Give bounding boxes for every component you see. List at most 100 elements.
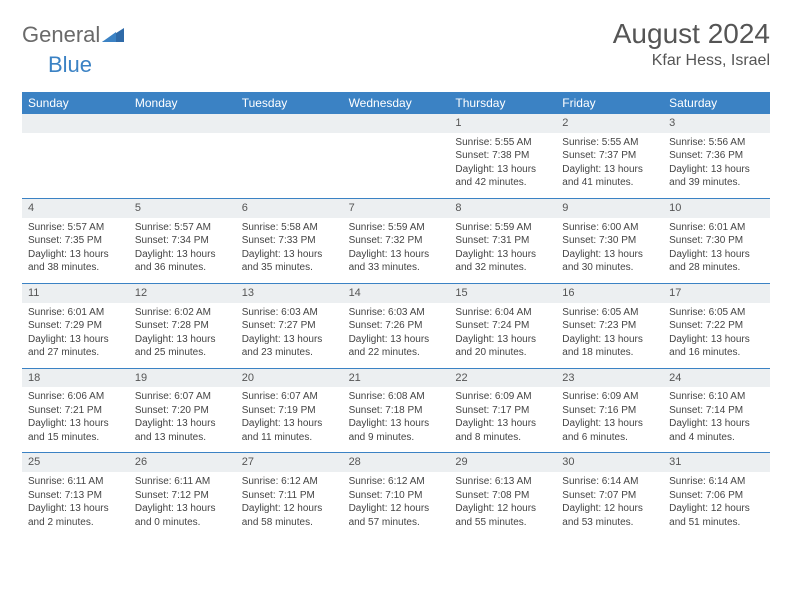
day-number: 25 — [22, 453, 129, 472]
day-cell: 14Sunrise: 6:03 AMSunset: 7:26 PMDayligh… — [343, 284, 450, 368]
day-detail-line: Sunset: 7:13 PM — [28, 489, 123, 503]
day-number: 17 — [663, 284, 770, 303]
location-label: Kfar Hess, Israel — [613, 52, 770, 70]
day-number: 28 — [343, 453, 450, 472]
day-cell — [343, 114, 450, 198]
day-detail-line: Sunset: 7:36 PM — [669, 149, 764, 163]
day-number: 31 — [663, 453, 770, 472]
day-detail-line: Daylight: 12 hours and 53 minutes. — [562, 502, 657, 529]
day-detail-line: Daylight: 13 hours and 36 minutes. — [135, 248, 230, 275]
day-cell: 11Sunrise: 6:01 AMSunset: 7:29 PMDayligh… — [22, 284, 129, 368]
day-detail-line: Daylight: 12 hours and 57 minutes. — [349, 502, 444, 529]
day-number: 11 — [22, 284, 129, 303]
day-detail-line: Daylight: 13 hours and 42 minutes. — [455, 163, 550, 190]
day-detail-line: Sunrise: 5:58 AM — [242, 221, 337, 235]
day-cell: 30Sunrise: 6:14 AMSunset: 7:07 PMDayligh… — [556, 453, 663, 537]
day-detail-line: Daylight: 13 hours and 9 minutes. — [349, 417, 444, 444]
day-number — [343, 114, 450, 133]
day-detail-line: Sunrise: 6:12 AM — [242, 475, 337, 489]
day-body: Sunrise: 6:06 AMSunset: 7:21 PMDaylight:… — [22, 387, 129, 452]
day-number: 3 — [663, 114, 770, 133]
day-detail-line: Sunset: 7:06 PM — [669, 489, 764, 503]
day-detail-line: Sunrise: 6:07 AM — [135, 390, 230, 404]
day-number: 20 — [236, 369, 343, 388]
day-body — [22, 133, 129, 191]
day-cell: 13Sunrise: 6:03 AMSunset: 7:27 PMDayligh… — [236, 284, 343, 368]
day-detail-line: Sunset: 7:08 PM — [455, 489, 550, 503]
day-detail-line: Sunrise: 6:05 AM — [669, 306, 764, 320]
day-detail-line: Sunset: 7:31 PM — [455, 234, 550, 248]
day-detail-line: Daylight: 13 hours and 15 minutes. — [28, 417, 123, 444]
day-detail-line: Sunrise: 6:14 AM — [562, 475, 657, 489]
day-cell: 20Sunrise: 6:07 AMSunset: 7:19 PMDayligh… — [236, 369, 343, 453]
day-detail-line: Sunrise: 6:01 AM — [669, 221, 764, 235]
weekday-cell: Thursday — [449, 92, 556, 114]
day-cell: 9Sunrise: 6:00 AMSunset: 7:30 PMDaylight… — [556, 199, 663, 283]
day-number: 6 — [236, 199, 343, 218]
day-number: 5 — [129, 199, 236, 218]
day-cell: 28Sunrise: 6:12 AMSunset: 7:10 PMDayligh… — [343, 453, 450, 537]
day-detail-line: Sunset: 7:24 PM — [455, 319, 550, 333]
day-body: Sunrise: 6:13 AMSunset: 7:08 PMDaylight:… — [449, 472, 556, 537]
day-detail-line: Sunrise: 6:01 AM — [28, 306, 123, 320]
day-body: Sunrise: 6:03 AMSunset: 7:27 PMDaylight:… — [236, 303, 343, 368]
day-detail-line: Daylight: 13 hours and 8 minutes. — [455, 417, 550, 444]
day-detail-line: Sunrise: 6:14 AM — [669, 475, 764, 489]
day-detail-line: Sunrise: 5:55 AM — [562, 136, 657, 150]
day-number: 19 — [129, 369, 236, 388]
day-detail-line: Sunrise: 6:05 AM — [562, 306, 657, 320]
day-cell: 18Sunrise: 6:06 AMSunset: 7:21 PMDayligh… — [22, 369, 129, 453]
day-number: 18 — [22, 369, 129, 388]
brand-logo: General — [22, 22, 124, 48]
weekday-cell: Friday — [556, 92, 663, 114]
day-cell: 7Sunrise: 5:59 AMSunset: 7:32 PMDaylight… — [343, 199, 450, 283]
day-body: Sunrise: 5:56 AMSunset: 7:36 PMDaylight:… — [663, 133, 770, 198]
day-detail-line: Sunrise: 5:59 AM — [455, 221, 550, 235]
day-detail-line: Daylight: 13 hours and 33 minutes. — [349, 248, 444, 275]
day-cell: 5Sunrise: 5:57 AMSunset: 7:34 PMDaylight… — [129, 199, 236, 283]
day-cell: 26Sunrise: 6:11 AMSunset: 7:12 PMDayligh… — [129, 453, 236, 537]
day-detail-line: Sunset: 7:19 PM — [242, 404, 337, 418]
day-detail-line: Sunset: 7:11 PM — [242, 489, 337, 503]
brand-triangle-icon — [102, 22, 124, 48]
day-cell: 17Sunrise: 6:05 AMSunset: 7:22 PMDayligh… — [663, 284, 770, 368]
day-number: 8 — [449, 199, 556, 218]
day-number — [236, 114, 343, 133]
day-number: 23 — [556, 369, 663, 388]
day-detail-line: Sunset: 7:37 PM — [562, 149, 657, 163]
day-cell: 27Sunrise: 6:12 AMSunset: 7:11 PMDayligh… — [236, 453, 343, 537]
day-body: Sunrise: 6:04 AMSunset: 7:24 PMDaylight:… — [449, 303, 556, 368]
day-detail-line: Sunrise: 5:55 AM — [455, 136, 550, 150]
day-body: Sunrise: 5:57 AMSunset: 7:34 PMDaylight:… — [129, 218, 236, 283]
day-detail-line: Sunset: 7:30 PM — [669, 234, 764, 248]
day-body: Sunrise: 6:12 AMSunset: 7:11 PMDaylight:… — [236, 472, 343, 537]
week-row: 11Sunrise: 6:01 AMSunset: 7:29 PMDayligh… — [22, 284, 770, 369]
day-detail-line: Daylight: 13 hours and 30 minutes. — [562, 248, 657, 275]
day-detail-line: Sunset: 7:35 PM — [28, 234, 123, 248]
day-cell: 4Sunrise: 5:57 AMSunset: 7:35 PMDaylight… — [22, 199, 129, 283]
week-row: 4Sunrise: 5:57 AMSunset: 7:35 PMDaylight… — [22, 199, 770, 284]
day-detail-line: Daylight: 13 hours and 18 minutes. — [562, 333, 657, 360]
weekday-cell: Sunday — [22, 92, 129, 114]
day-detail-line: Sunset: 7:12 PM — [135, 489, 230, 503]
weeks-container: 1Sunrise: 5:55 AMSunset: 7:38 PMDaylight… — [22, 114, 770, 537]
day-number: 7 — [343, 199, 450, 218]
day-cell: 6Sunrise: 5:58 AMSunset: 7:33 PMDaylight… — [236, 199, 343, 283]
day-detail-line: Daylight: 13 hours and 38 minutes. — [28, 248, 123, 275]
day-cell: 25Sunrise: 6:11 AMSunset: 7:13 PMDayligh… — [22, 453, 129, 537]
day-detail-line: Sunset: 7:30 PM — [562, 234, 657, 248]
day-detail-line: Sunset: 7:26 PM — [349, 319, 444, 333]
day-number: 9 — [556, 199, 663, 218]
day-detail-line: Sunset: 7:23 PM — [562, 319, 657, 333]
day-detail-line: Sunrise: 5:57 AM — [135, 221, 230, 235]
day-detail-line: Sunrise: 6:10 AM — [669, 390, 764, 404]
day-detail-line: Sunrise: 6:06 AM — [28, 390, 123, 404]
day-cell: 1Sunrise: 5:55 AMSunset: 7:38 PMDaylight… — [449, 114, 556, 198]
day-cell: 15Sunrise: 6:04 AMSunset: 7:24 PMDayligh… — [449, 284, 556, 368]
day-detail-line: Sunset: 7:33 PM — [242, 234, 337, 248]
day-detail-line: Sunset: 7:32 PM — [349, 234, 444, 248]
day-detail-line: Sunset: 7:28 PM — [135, 319, 230, 333]
day-number: 13 — [236, 284, 343, 303]
day-body: Sunrise: 6:14 AMSunset: 7:06 PMDaylight:… — [663, 472, 770, 537]
day-cell: 19Sunrise: 6:07 AMSunset: 7:20 PMDayligh… — [129, 369, 236, 453]
